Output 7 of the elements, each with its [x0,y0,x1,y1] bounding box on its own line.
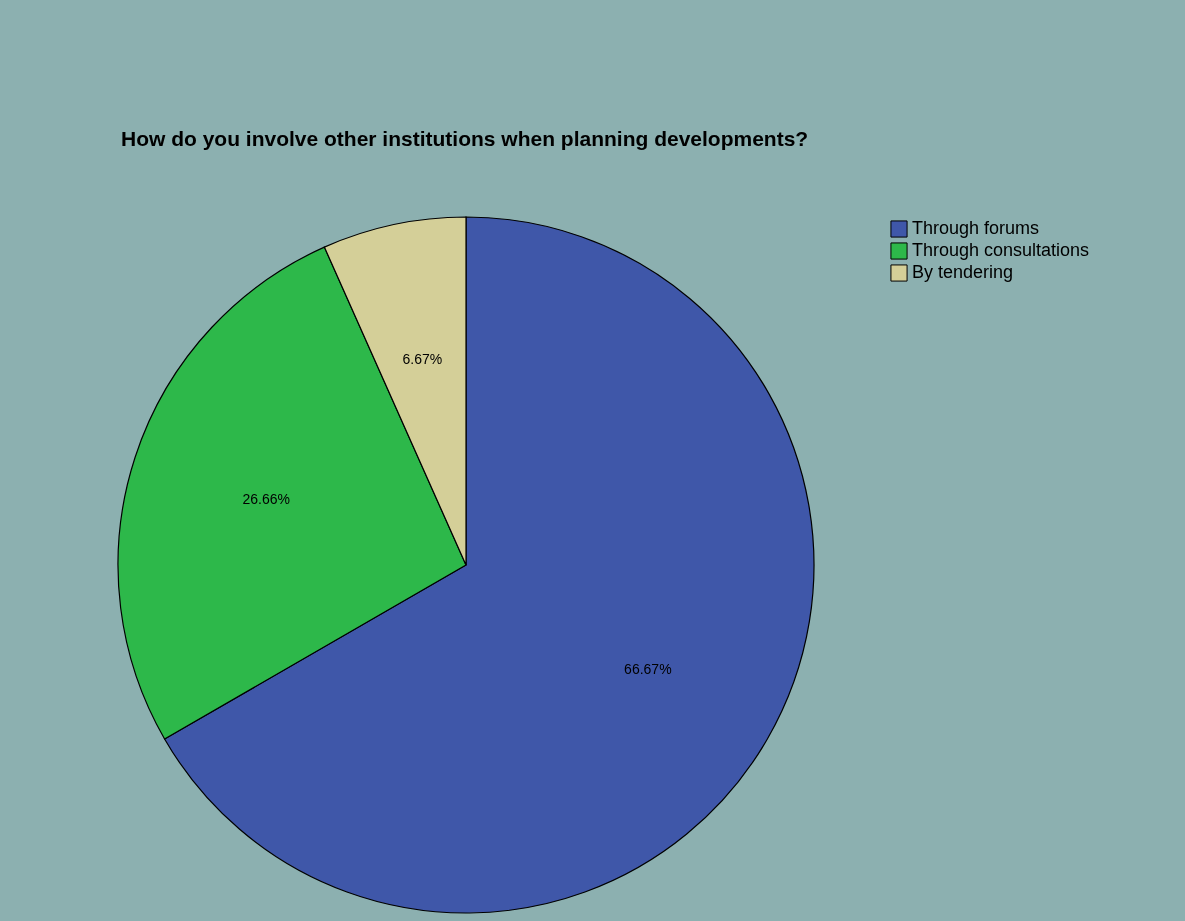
chart-title: How do you involve other institutions when planning developments? [121,127,809,150]
legend-label: Through consultations [912,240,1090,260]
data-label: 6.67% [402,350,443,367]
legend-label: By tendering [912,262,1014,282]
data-label: 66.67% [624,661,672,678]
data-label: 26.66% [242,491,291,508]
legend-label: Through forums [912,218,1040,238]
